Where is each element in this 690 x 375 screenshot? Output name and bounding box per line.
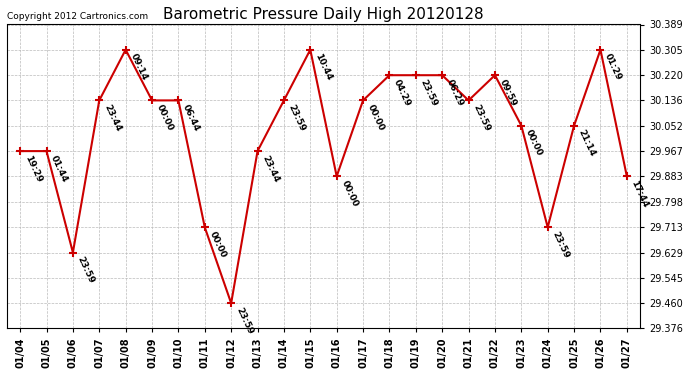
Text: 23:59: 23:59 [76, 255, 96, 285]
Text: 00:00: 00:00 [208, 230, 228, 260]
Text: 00:00: 00:00 [524, 128, 544, 158]
Text: 23:59: 23:59 [234, 306, 254, 336]
Text: 23:59: 23:59 [287, 103, 307, 133]
Text: 06:44: 06:44 [181, 103, 201, 133]
Text: 21:14: 21:14 [577, 128, 597, 158]
Title: Barometric Pressure Daily High 20120128: Barometric Pressure Daily High 20120128 [163, 7, 484, 22]
Text: 00:00: 00:00 [366, 103, 386, 132]
Text: 09:59: 09:59 [497, 78, 518, 108]
Text: 01:44: 01:44 [49, 154, 70, 184]
Text: Copyright 2012 Cartronics.com: Copyright 2012 Cartronics.com [7, 12, 148, 21]
Text: 17:44: 17:44 [629, 179, 650, 209]
Text: 09:14: 09:14 [128, 53, 149, 82]
Text: 00:00: 00:00 [339, 179, 359, 209]
Text: 01:29: 01:29 [603, 53, 624, 82]
Text: 04:29: 04:29 [392, 78, 413, 108]
Text: 23:44: 23:44 [102, 103, 122, 133]
Text: 23:59: 23:59 [471, 103, 492, 133]
Text: 19:29: 19:29 [23, 154, 43, 184]
Text: 10:44: 10:44 [313, 53, 333, 82]
Text: 23:59: 23:59 [551, 230, 571, 260]
Text: 00:00: 00:00 [155, 103, 175, 132]
Text: 06:29: 06:29 [445, 78, 465, 108]
Text: 23:59: 23:59 [419, 78, 439, 108]
Text: 23:44: 23:44 [260, 154, 281, 184]
